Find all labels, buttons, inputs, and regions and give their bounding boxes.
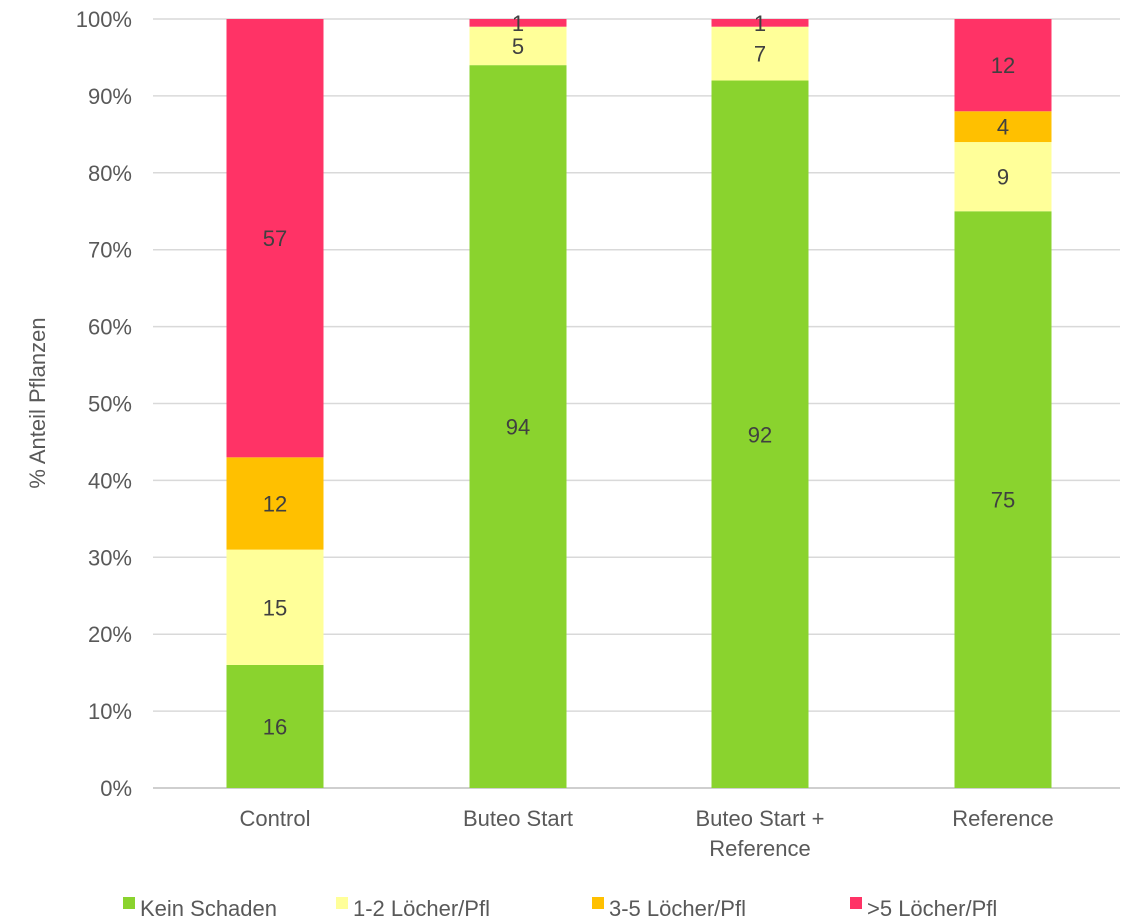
data-label: 57 bbox=[263, 226, 287, 251]
y-tick-label: 80% bbox=[88, 161, 132, 186]
data-label: 12 bbox=[263, 491, 287, 516]
legend-swatch bbox=[592, 897, 604, 909]
bar-segment bbox=[954, 142, 1052, 212]
data-label: 15 bbox=[263, 595, 287, 620]
bar-segment bbox=[711, 19, 809, 27]
y-tick-label: 0% bbox=[100, 776, 132, 801]
legend-swatch bbox=[336, 897, 348, 909]
legend: Kein Schaden 1-2 Löcher/Pfl 3-5 Löcher/Pfl… bbox=[123, 896, 997, 919]
bar-segment bbox=[954, 111, 1052, 143]
data-label: 1 bbox=[512, 11, 524, 36]
x-tick-label: Control bbox=[240, 806, 311, 831]
bar-segment bbox=[469, 65, 567, 788]
data-label: 7 bbox=[754, 42, 766, 67]
y-tick-label: 20% bbox=[88, 622, 132, 647]
data-label: 9 bbox=[997, 165, 1009, 190]
bar-segment bbox=[954, 19, 1052, 112]
y-tick-label: 10% bbox=[88, 699, 132, 724]
y-tick-label: 40% bbox=[88, 468, 132, 493]
legend-label: 3-5 Löcher/Pfl bbox=[609, 896, 746, 919]
x-axis-categories: Control Buteo Start Buteo Start + Reference… bbox=[240, 806, 1054, 861]
y-tick-label: 90% bbox=[88, 84, 132, 109]
bar-segment bbox=[469, 26, 567, 66]
x-tick-label: Buteo Start bbox=[463, 806, 573, 831]
bar-segment bbox=[226, 457, 324, 550]
data-label: 75 bbox=[991, 488, 1015, 513]
bar-segment bbox=[469, 19, 567, 27]
y-tick-label: 50% bbox=[88, 392, 132, 417]
bar-segment bbox=[711, 26, 809, 81]
y-tick-label: 30% bbox=[88, 545, 132, 570]
legend-swatch bbox=[850, 897, 862, 909]
legend-label: Kein Schaden bbox=[140, 896, 277, 919]
data-label: 1 bbox=[754, 11, 766, 36]
bar-segment bbox=[711, 80, 809, 788]
data-label: 5 bbox=[512, 34, 524, 59]
bar-segment bbox=[954, 211, 1052, 788]
data-label: 92 bbox=[748, 422, 772, 447]
x-tick-label: Buteo Start + bbox=[695, 806, 824, 831]
x-tick-label: Reference bbox=[709, 836, 811, 861]
y-axis-ticks: 0% 10% 20% 30% 40% 50% 60% 70% 80% 90% 100% bbox=[76, 7, 132, 801]
data-label: 4 bbox=[997, 115, 1009, 140]
data-label: 94 bbox=[506, 415, 530, 440]
y-tick-label: 60% bbox=[88, 315, 132, 340]
bar-segment bbox=[226, 664, 324, 788]
bar-segment bbox=[226, 549, 324, 665]
bar-segment bbox=[226, 19, 324, 458]
x-tick-label: Reference bbox=[952, 806, 1054, 831]
y-axis-label: % Anteil Pflanzen bbox=[25, 317, 50, 488]
legend-label: >5 Löcher/Pfl bbox=[867, 896, 997, 919]
data-label: 12 bbox=[991, 53, 1015, 78]
bars bbox=[226, 19, 1052, 788]
legend-swatch bbox=[123, 897, 135, 909]
y-tick-label: 70% bbox=[88, 238, 132, 263]
data-label: 16 bbox=[263, 714, 287, 739]
y-tick-label: 100% bbox=[76, 7, 132, 32]
legend-label: 1-2 Löcher/Pfl bbox=[353, 896, 490, 919]
